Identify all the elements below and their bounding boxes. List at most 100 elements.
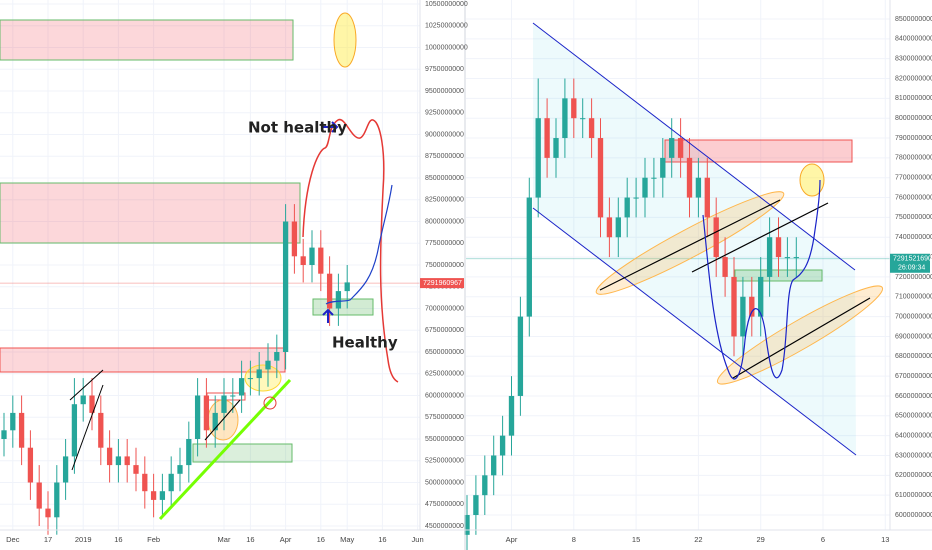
candle-body [230,395,236,397]
candle-body [686,157,693,198]
candle-body [36,482,42,509]
annotation: Not healthy [248,119,347,137]
candle-body [326,273,333,309]
candle-body [98,412,104,448]
y-tick-label: 6400000000 [895,432,932,439]
candle-body [194,395,201,439]
trend-line [71,384,104,471]
x-tick-label: Jun [412,535,424,544]
candle-body [282,221,289,352]
candle-body [526,197,532,317]
candle-body [142,473,148,492]
candle-body [62,456,69,483]
channel-line [532,207,857,456]
ellipse [244,364,282,392]
y-tick-label: 6500000000 [895,413,932,420]
right-lines [532,22,871,456]
x-tick-label: 16 [246,535,254,544]
y-tick-label: 7500000000 [425,262,464,269]
candle-body [482,475,488,496]
y-tick-label: 5250000000 [425,458,464,465]
y-tick-label: 5000000000 [425,479,464,486]
price-tag-label: 7291521690 [893,256,932,263]
y-tick-label: 4500000000 [425,523,464,530]
trend-line [732,297,871,379]
y-tick-label: 6750000000 [425,327,464,334]
candle-body [159,491,166,500]
x-tick-label: 22 [694,535,702,544]
y-tick-label: 8200000000 [895,75,932,82]
candle-body [615,217,621,238]
candle-body [731,276,737,337]
candle-body [722,257,728,277]
y-tick-label: 6000000000 [895,512,932,519]
candle-body [45,508,51,518]
zone [664,139,853,163]
x-tick-label: 16 [378,535,386,544]
y-tick-label: 6700000000 [895,373,932,380]
x-tick-label: 15 [632,535,640,544]
y-tick-label: 7800000000 [895,155,932,162]
x-tick-label: Feb [147,535,160,544]
x-tick-label: 16 [114,535,122,544]
candle-body [186,439,192,466]
candle-body [300,256,306,265]
candle-body [553,138,559,158]
candle-body [54,482,60,518]
x-tick-label: 17 [44,535,52,544]
y-tick-label: 7000000000 [895,313,932,320]
projection [325,184,393,305]
ellipse [716,285,884,385]
y-tick-label: 9000000000 [425,131,464,138]
candle-body [784,257,791,259]
x-tick-label: Apr [280,535,292,544]
price-tag-label: 7291960967 [423,280,462,287]
candle-body [464,515,470,535]
candle-body [793,257,799,259]
y-tick-label: 6900000000 [895,333,932,340]
candle-body [651,177,657,179]
x-tick-label: 8 [572,535,576,544]
candle-body [221,395,227,413]
candle-body [115,456,122,466]
candle-body [133,465,139,474]
candle-body [695,177,702,198]
candle-body [80,395,86,405]
y-tick-label: 7500000000 [895,214,932,221]
candle-body [124,456,130,466]
candle-body [473,495,479,515]
candle-body [89,395,95,413]
projection [702,179,821,380]
candle-body [18,412,25,448]
y-tick-label: 10000000000 [425,44,468,51]
candle-body [291,221,298,257]
y-tick-label: 6100000000 [895,492,932,499]
projection [302,118,399,383]
y-tick-label: 8300000000 [895,56,932,63]
y-tick-label: 10500000000 [425,1,468,8]
candle-body [517,316,524,396]
candle-body [606,217,613,238]
y-tick-label: 6300000000 [895,452,932,459]
price-tag [890,253,930,273]
zone [192,443,293,463]
candle-body [588,118,595,139]
y-tick-label: 6200000000 [895,472,932,479]
candle-body [580,118,586,120]
annotation: Healthy [332,334,398,352]
price-tag [420,278,464,289]
candle-body [669,138,675,158]
candle-body [508,395,515,436]
candle-body [562,98,568,139]
y-tick-label: 9500000000 [425,88,464,95]
y-tick-label: 6800000000 [895,353,932,360]
y-tick-label: 8500000000 [425,175,464,182]
left-drawings [0,12,374,463]
candle-body [597,138,604,218]
left-lines [69,118,399,521]
y-tick-label: 6600000000 [895,393,932,400]
y-tick-label: 8400000000 [895,36,932,43]
countdown: 26:09:34 [898,265,925,272]
candle-body [775,237,782,258]
